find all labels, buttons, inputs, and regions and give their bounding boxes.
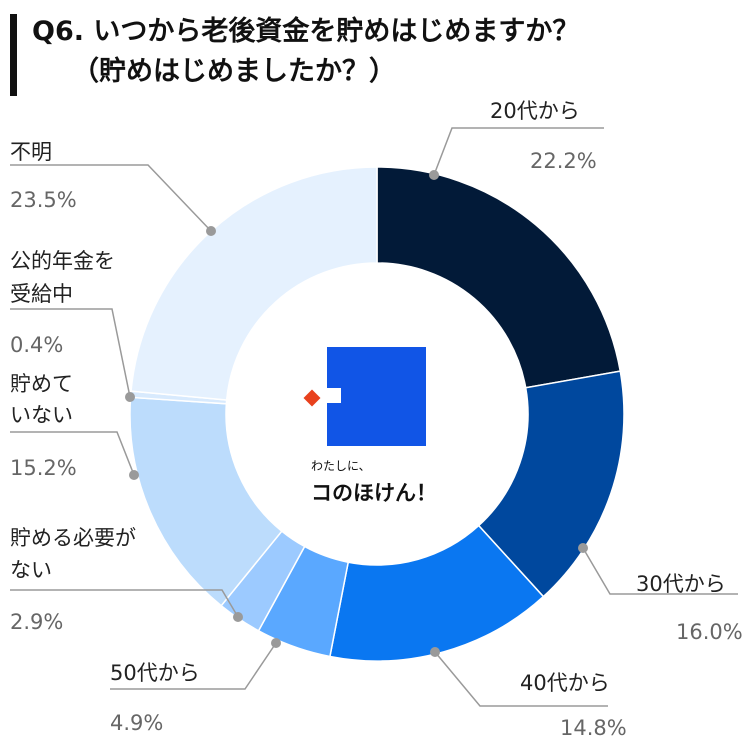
- leader-line-1: [433, 127, 604, 176]
- leader-line-2: [582, 547, 738, 595]
- leader-dot-6: [129, 470, 139, 480]
- category-label-4: 50代から: [110, 661, 200, 685]
- leader-line-6: [10, 431, 135, 476]
- brand-tagline-big: コのほけん！: [311, 481, 437, 505]
- leader-line-3: [434, 651, 608, 707]
- leader-dot-4: [271, 638, 281, 648]
- leader-dot-7: [125, 392, 135, 402]
- chart-title: Q6. いつから老後資金を貯めはじめますか？ （貯めはじめましたか？）: [32, 12, 579, 92]
- percent-label-3: 14.8%: [560, 716, 627, 740]
- slices-group: [129, 166, 625, 662]
- labels-group: 20代から 22.2% 30代から 16.0% 40代から 14.8% 50代から 4.9% 貯…: [10, 99, 743, 740]
- leader-dot-8: [206, 226, 216, 236]
- percent-label-4: 4.9%: [110, 711, 163, 735]
- leader-dot-3: [430, 647, 440, 657]
- chart-title-line1: Q6. いつから老後資金を貯めはじめますか？: [32, 16, 580, 47]
- category-label-5-line2: ない: [10, 558, 52, 582]
- leader-line-7: [10, 308, 131, 398]
- category-label-7-line2: 受給中: [10, 282, 73, 306]
- category-label-6-line1: 貯めて: [10, 372, 73, 396]
- leader-dot-5: [233, 612, 243, 622]
- percent-label-7: 0.4%: [10, 333, 63, 357]
- percent-label-6: 15.2%: [10, 456, 77, 480]
- category-label-5-line1: 貯める必要が: [10, 526, 136, 550]
- center-logo: わたしに、 コのほけん！: [303, 347, 437, 505]
- percent-label-8: 23.5%: [10, 188, 77, 212]
- logo-red-diamond: [303, 389, 321, 407]
- leader-dot-2: [578, 543, 588, 553]
- category-label-7-line1: 公的年金を: [10, 249, 115, 273]
- logo-white-notch: [320, 388, 341, 403]
- percent-label-5: 2.9%: [10, 610, 63, 634]
- leader-line-5: [10, 589, 239, 618]
- category-label-2: 30代から: [636, 572, 726, 596]
- category-label-6-line2: いない: [10, 403, 73, 427]
- title-accent-bar: [10, 14, 17, 96]
- percent-label-2: 16.0%: [676, 620, 743, 644]
- category-label-8: 不明: [10, 140, 52, 164]
- leader-line-4: [110, 642, 277, 690]
- logo-blue-square: [327, 347, 426, 446]
- slice-1: [376, 166, 622, 389]
- chart-title-line2: （貯めはじめましたか？）: [72, 56, 396, 87]
- leader-line-8: [10, 164, 212, 232]
- percent-label-1: 22.2%: [530, 149, 597, 173]
- category-label-1: 20代から: [490, 99, 580, 123]
- brand-tagline-small: わたしに、: [311, 459, 371, 473]
- category-label-3: 40代から: [520, 671, 610, 695]
- leader-lines-group: [10, 127, 738, 707]
- leader-dot-1: [429, 170, 439, 180]
